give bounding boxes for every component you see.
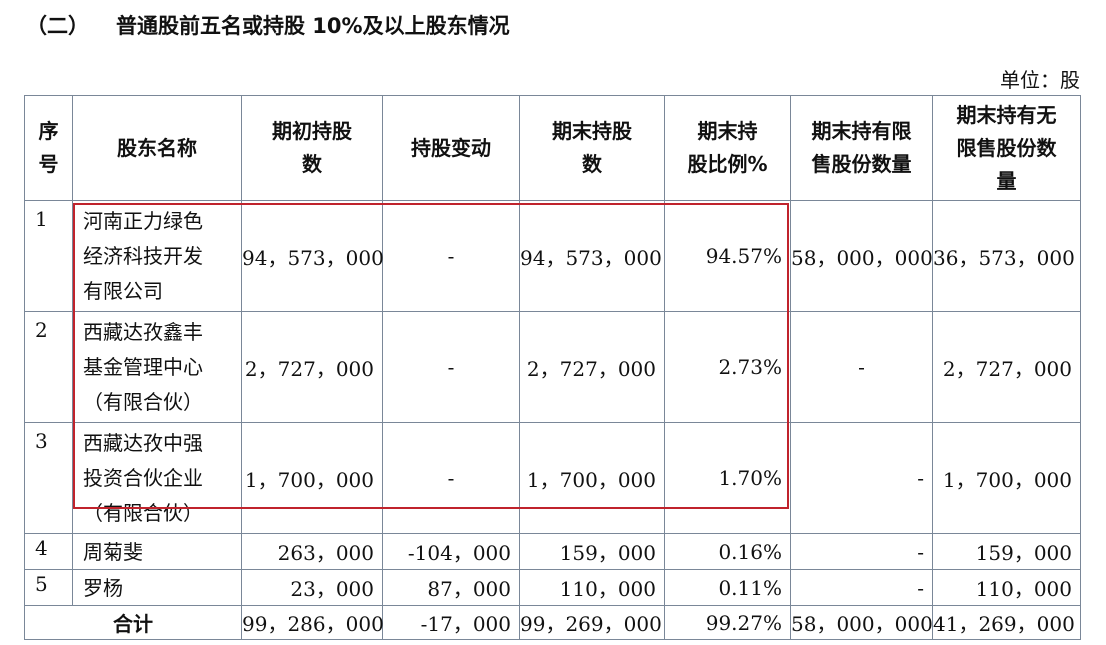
row-idx: 5: [24, 569, 73, 606]
row-name: 周菊斐: [72, 533, 242, 570]
row-name: 河南正力绿色 经济科技开发 有限公司: [72, 200, 242, 312]
row-unrestricted: 110，000: [932, 569, 1081, 606]
row-begin: 23，000: [241, 569, 383, 606]
row-change: -: [382, 311, 520, 423]
total-begin: 99，286，000: [241, 605, 384, 640]
shareholder-table: 序 号 股东名称 期初持股 数 持股变动 期末持股 数 期末持 股比例% 期末持…: [24, 95, 1081, 640]
header-name: 股东名称: [72, 95, 242, 201]
row-end: 1，700，000: [519, 422, 665, 534]
table-row: 2 西藏达孜鑫丰 基金管理中心 （有限合伙） 2，727，000 - 2，727…: [24, 311, 1081, 423]
row-end: 2，727，000: [519, 311, 665, 423]
row-name: 罗杨: [72, 569, 242, 606]
header-restricted: 期末持有限 售股份数量: [790, 95, 933, 201]
row-name: 西藏达孜鑫丰 基金管理中心 （有限合伙）: [72, 311, 242, 423]
row-restricted: 58，000，000: [790, 200, 933, 312]
row-restricted: -: [790, 422, 933, 534]
row-restricted: -: [790, 533, 933, 570]
table-row: 3 西藏达孜中强 投资合伙企业 （有限合伙） 1，700，000 - 1，700…: [24, 422, 1081, 534]
section-heading: （二） 普通股前五名或持股 10%及以上股东情况: [26, 10, 510, 40]
row-unrestricted: 36，573，000: [932, 200, 1081, 312]
header-unrestricted: 期末持有无 限售股份数 量: [932, 95, 1081, 201]
row-ratio: 1.70%: [664, 422, 791, 534]
row-idx: 4: [24, 533, 73, 570]
total-ratio: 99.27%: [664, 605, 791, 640]
section-number: （二）: [26, 14, 89, 38]
header-ratio: 期末持 股比例%: [664, 95, 791, 201]
row-unrestricted: 1，700，000: [932, 422, 1081, 534]
row-unrestricted: 159，000: [932, 533, 1081, 570]
row-ratio: 2.73%: [664, 311, 791, 423]
total-label: 合计: [24, 605, 242, 640]
total-restricted: 58，000，000: [790, 605, 933, 640]
row-name: 西藏达孜中强 投资合伙企业 （有限合伙）: [72, 422, 242, 534]
row-restricted: -: [790, 569, 933, 606]
row-ratio: 94.57%: [664, 200, 791, 312]
row-end: 94，573，000: [519, 200, 665, 312]
row-change: -104，000: [382, 533, 520, 570]
row-unrestricted: 2，727，000: [932, 311, 1081, 423]
table-row: 4 周菊斐 263，000 -104，000 159，000 0.16% - 1…: [24, 533, 1081, 570]
row-end: 159，000: [519, 533, 665, 570]
row-begin: 1，700，000: [241, 422, 383, 534]
row-idx: 2: [24, 311, 73, 423]
row-idx: 1: [24, 200, 73, 312]
row-ratio: 0.11%: [664, 569, 791, 606]
header-idx: 序 号: [24, 95, 73, 201]
table-row: 5 罗杨 23，000 87，000 110，000 0.11% - 110，0…: [24, 569, 1081, 606]
header-begin: 期初持股 数: [241, 95, 383, 201]
header-row: 序 号 股东名称 期初持股 数 持股变动 期末持股 数 期末持 股比例% 期末持…: [24, 95, 1081, 201]
row-restricted: -: [790, 311, 933, 423]
row-change: -: [382, 422, 520, 534]
row-begin: 94，573，000: [241, 200, 384, 312]
total-unrestricted: 41，269，000: [932, 605, 1081, 640]
total-end: 99，269，000: [519, 605, 665, 640]
row-change: -: [382, 200, 520, 312]
unit-label: 单位：股: [1000, 68, 1080, 92]
row-ratio: 0.16%: [664, 533, 791, 570]
table-row: 1 河南正力绿色 经济科技开发 有限公司 94，573，000 - 94，573…: [24, 200, 1081, 312]
row-begin: 263，000: [241, 533, 383, 570]
header-end: 期末持股 数: [519, 95, 665, 201]
header-change: 持股变动: [382, 95, 520, 201]
total-row: 合计 99，286，000 -17，000 99，269，000 99.27% …: [24, 605, 1081, 640]
section-title: 普通股前五名或持股 10%及以上股东情况: [116, 14, 510, 38]
row-change: 87，000: [382, 569, 520, 606]
row-end: 110，000: [519, 569, 665, 606]
total-change: -17，000: [382, 605, 520, 640]
row-idx: 3: [24, 422, 73, 534]
row-begin: 2，727，000: [241, 311, 383, 423]
